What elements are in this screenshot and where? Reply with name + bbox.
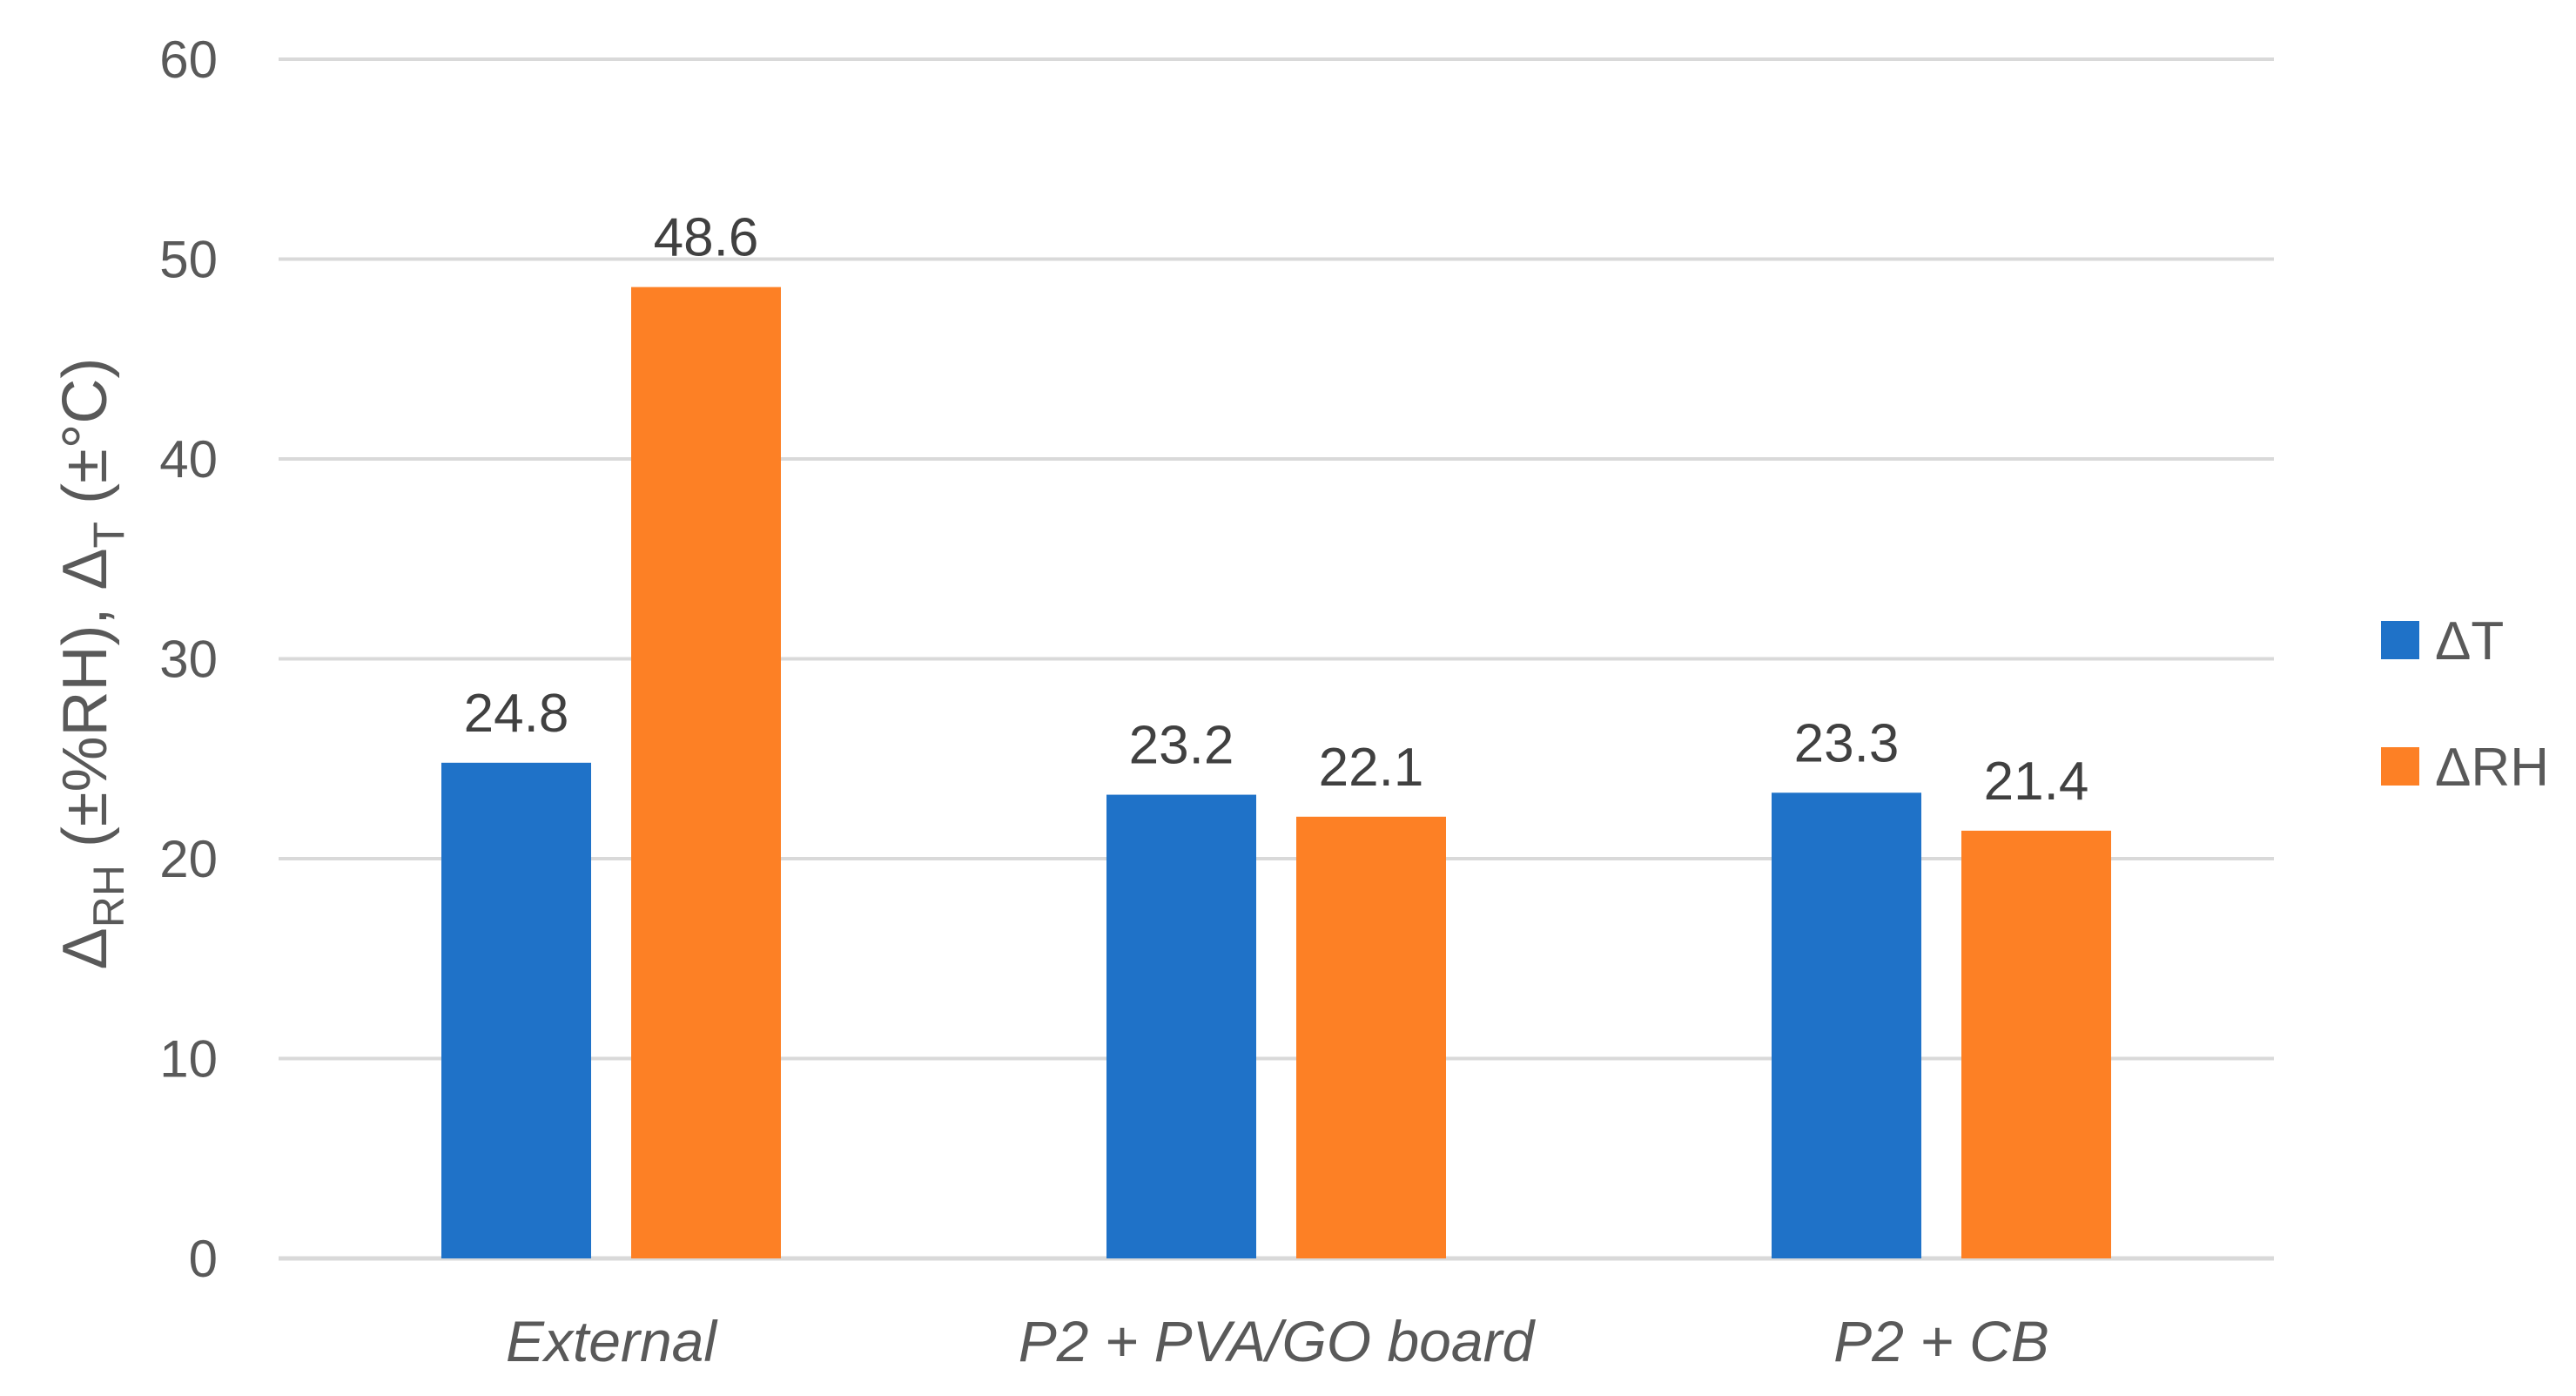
y-tick-label-10: 10 [159,1030,218,1089]
y-axis-title-t-subscript: T [84,522,133,549]
bar-p2-cb-t [1772,792,1921,1258]
gridlines [279,57,2274,1261]
bar-p2-pva-go-board-t [1106,794,1256,1258]
legend-label-t: ΔT [2435,611,2504,671]
y-axis-title: ΔRH (±%RH), ΔT (±°C) [50,358,133,970]
data-label-external-t: 24.8 [464,684,569,744]
data-label-p2-cb-t: 23.3 [1794,713,1900,773]
y-tick-label-30: 30 [159,631,218,689]
legend-swatch-rh [2381,747,2419,786]
y-axis-title-delta-rh: Δ [50,927,120,969]
y-tick-label-50: 50 [159,231,218,289]
y-tick-label-0: 0 [189,1230,218,1288]
y-axis-ticks: 0 10 20 30 40 50 60 [159,30,218,1288]
bar-external-t [441,762,591,1258]
y-axis-title-delta-t: Δ [50,548,120,590]
y-tick-label-60: 60 [159,30,218,89]
category-label-p2-pva-go-board: P2 + PVA/GO board [1019,1309,1537,1373]
y-tick-label-20: 20 [159,830,218,888]
category-label-external: External [506,1309,718,1373]
data-label-external-rh: 48.6 [654,208,759,268]
bar-external-rh [631,287,781,1258]
data-label-p2-cb-rh: 21.4 [1984,752,2089,812]
data-label-p2-pva-go-board-t: 23.2 [1129,716,1234,776]
legend-swatch-t [2381,621,2419,659]
x-axis-categories: External P2 + PVA/GO board P2 + CB [506,1309,2049,1373]
legend: ΔT ΔRH [2381,611,2549,798]
y-axis-title-t-unit: (±°C) [50,358,120,522]
bars [441,287,2111,1258]
y-axis-title-rh-subscript: RH [84,865,133,927]
data-labels: 24.8 48.6 23.2 22.1 23.3 21.4 [464,208,2089,812]
category-label-p2-cb: P2 + CB [1833,1309,2049,1373]
legend-label-rh: ΔRH [2435,738,2549,798]
y-tick-label-40: 40 [159,430,218,489]
bar-p2-cb-rh [1961,830,2111,1258]
bar-p2-pva-go-board-rh [1296,816,1446,1258]
data-label-p2-pva-go-board-rh: 22.1 [1319,738,1424,798]
y-axis-title-rh-unit: (±%RH), [50,590,120,866]
